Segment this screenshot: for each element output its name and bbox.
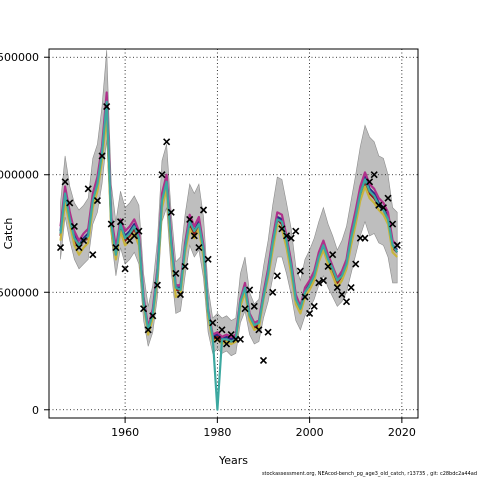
observed-point [366,178,374,186]
observed-point [103,103,111,111]
observed-point [172,269,180,278]
observed-point [338,291,346,299]
observed-point [144,326,152,334]
observed-point [167,208,175,216]
observed-point [379,204,387,212]
observed-point [250,302,258,310]
y-axis-title: Catch [2,218,15,250]
x-tick-label: 2000 [296,426,324,439]
observed-point [333,283,341,292]
observed-point [204,255,212,263]
observed-point [98,152,106,160]
y-tick-label: 500000 [0,286,39,299]
observed-point [375,201,383,209]
observed-point [259,356,268,364]
observed-point [176,291,185,299]
observed-point [70,222,78,231]
observed-point [209,319,217,327]
observed-point [301,293,309,301]
observed-point [306,309,314,317]
observed-point [190,232,198,240]
observed-point [84,185,92,193]
y-tick-label: 1000000 [0,169,39,182]
observed-point [384,194,392,202]
observed-point [287,234,295,242]
observed-point [236,335,244,343]
observed-point [153,281,161,289]
observed-point [89,251,97,259]
x-tick-label: 1960 [111,426,139,439]
observed-point [319,276,328,285]
observed-point [370,171,378,179]
observed-point [186,215,194,223]
observed-point [80,236,88,245]
observed-point [296,267,304,275]
observed-point [112,244,120,252]
observed-point [66,199,74,207]
observed-point [292,227,300,235]
observed-point [273,272,281,280]
series-line-5 [59,100,399,411]
observed-point [107,220,115,228]
observed-point [282,232,291,240]
x-axis-title: Years [218,454,248,467]
observed-point [393,241,401,249]
observed-point [181,262,189,270]
observed-point [246,286,254,294]
observed-point [195,244,203,252]
observed-point [315,279,323,287]
observed-layer [56,103,401,364]
observed-point [139,305,148,313]
observed-point [56,244,65,252]
observed-point [324,262,332,270]
observed-point [163,138,171,146]
y-tick-label: 0 [32,404,39,417]
observed-point [310,302,318,310]
observed-point [347,283,355,292]
observed-point [149,312,157,320]
observed-point [75,244,83,252]
observed-point [269,288,277,296]
observed-point [255,326,263,334]
observed-point [329,251,337,259]
observed-point [342,298,351,306]
axis-layer: 1960 1980 2000 2020 0 500000 1000000 1500000 [0,51,416,439]
observed-point [223,340,231,348]
observed-point [241,305,249,313]
x-tick-label: 2020 [388,426,416,439]
plot-frame [48,48,419,419]
observed-point [135,227,143,235]
observed-point [389,220,397,228]
observed-point [264,328,272,336]
observed-point [158,171,166,179]
y-tick-label: 1500000 [0,51,39,64]
observed-point [93,197,101,205]
observed-point [218,326,226,334]
footer-credit: stockassessment.org, NEAcod-bench_pg_age… [261,471,477,477]
observed-point [213,335,221,343]
observed-point [352,260,360,268]
observed-point [61,178,69,186]
observed-point [361,234,369,242]
observed-point [199,206,208,214]
observed-point [116,218,125,226]
observed-point [278,225,286,233]
x-tick-label: 1980 [203,426,231,439]
observed-point [121,265,129,273]
